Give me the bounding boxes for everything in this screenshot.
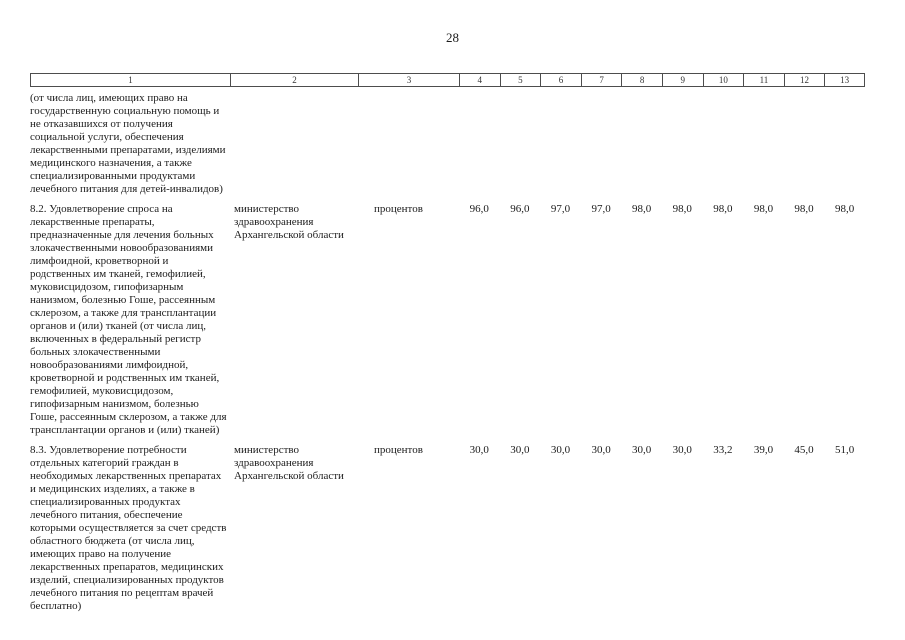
value-cell: 96,0: [510, 203, 530, 215]
column-number-header: 11: [743, 73, 784, 87]
column-number-header: 1: [30, 73, 230, 87]
value-cell: 30,0: [510, 444, 530, 456]
column-number-header: 13: [824, 73, 865, 87]
value-cell: [621, 92, 662, 196]
column-number-header: 10: [702, 73, 744, 87]
unit-cell: процентов: [374, 203, 423, 215]
value-cell: 98,0: [835, 203, 855, 215]
value-cell: [500, 92, 541, 196]
value-cell: [662, 92, 703, 196]
table-header-row: 1 2 3 4 5 6 7 8 9 10 11 12 13: [30, 73, 866, 87]
column-number-header: 2: [230, 73, 358, 87]
executor-cell: министерство здравоохранения Архангельск…: [234, 203, 344, 241]
column-number-header: 9: [661, 73, 703, 87]
unit-cell: [358, 92, 459, 196]
column-number-header: 3: [358, 73, 459, 87]
indicator-cell: (от числа лиц, имеющих право на государс…: [30, 92, 226, 195]
value-cell: 96,0: [469, 203, 489, 215]
value-cell: 30,0: [591, 444, 611, 456]
value-cell: 30,0: [469, 444, 489, 456]
indicator-cell: 8.3. Удовлетворение потребности отдельны…: [30, 444, 227, 612]
table-row: 8.2. Удовлетворение спроса на лекарствен…: [30, 203, 866, 437]
executor-cell: [230, 92, 358, 196]
unit-cell: процентов: [374, 444, 423, 456]
table-row: (от числа лиц, имеющих право на государс…: [30, 92, 866, 196]
value-cell: 97,0: [550, 203, 571, 215]
column-number-header: 12: [783, 73, 825, 87]
value-cell: 98,0: [632, 203, 652, 215]
value-cell: [703, 92, 744, 196]
value-cell: [743, 92, 784, 196]
indicator-cell: 8.2. Удовлетворение спроса на лекарствен…: [30, 203, 227, 436]
value-cell: 98,0: [794, 203, 814, 215]
value-cell: 98,0: [672, 203, 692, 215]
value-cell: 30,0: [672, 444, 692, 456]
indicators-table: 1 2 3 4 5 6 7 8 9 10 11 12 13 (от числа …: [30, 73, 866, 613]
value-cell: 45,0: [794, 444, 814, 456]
column-number-header: 4: [459, 73, 500, 87]
value-cell: 30,0: [632, 444, 652, 456]
value-cell: 39,0: [753, 444, 774, 456]
value-cell: [581, 92, 622, 196]
value-cell: 97,0: [591, 203, 611, 215]
value-cell: 30,0: [550, 444, 571, 456]
column-number-header: 6: [540, 73, 581, 87]
value-cell: [459, 92, 500, 196]
value-cell: [540, 92, 581, 196]
value-cell: [824, 92, 865, 196]
value-cell: 98,0: [713, 203, 733, 215]
column-number-header: 7: [580, 73, 622, 87]
column-number-header: 8: [621, 73, 662, 87]
value-cell: [784, 92, 825, 196]
value-cell: 98,0: [753, 203, 774, 215]
executor-cell: министерство здравоохранения Архангельск…: [234, 444, 344, 482]
page-number: 28: [446, 30, 459, 45]
value-cell: 51,0: [835, 444, 855, 456]
column-number-header: 5: [499, 73, 541, 87]
table-row: 8.3. Удовлетворение потребности отдельны…: [30, 444, 866, 613]
value-cell: 33,2: [713, 444, 733, 456]
